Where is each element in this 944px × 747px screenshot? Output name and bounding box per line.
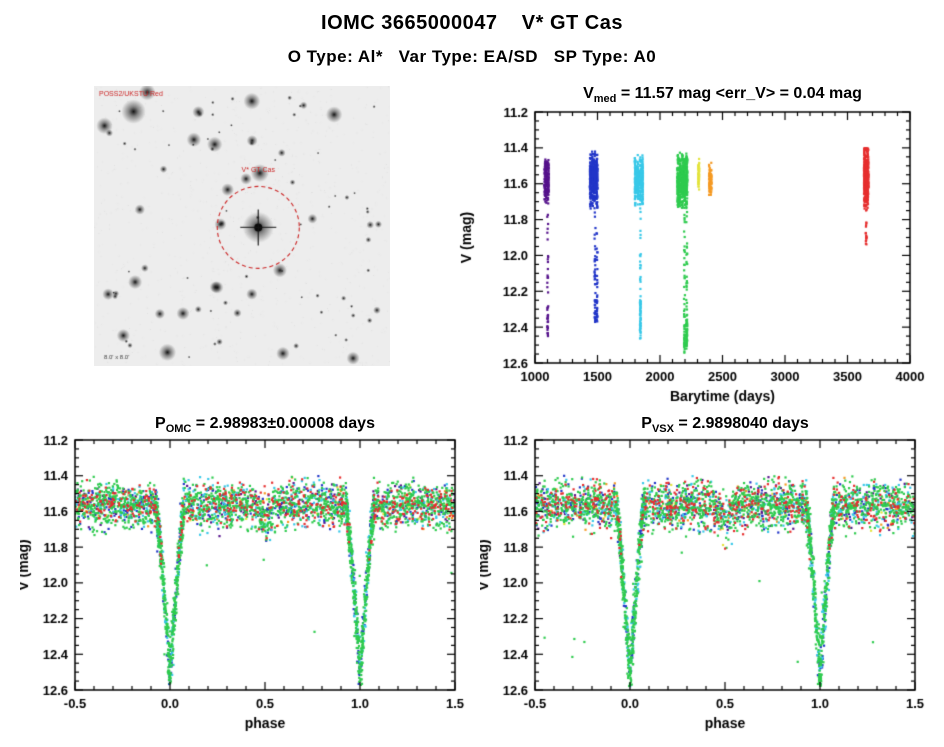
page-title: IOMC 3665000047 V* GT Cas xyxy=(321,12,623,34)
phase-omc-canvas xyxy=(20,410,485,740)
phase-vsx-canvas xyxy=(480,410,944,740)
plot-title-part: V xyxy=(583,85,594,102)
plot-title-part: P xyxy=(155,415,166,432)
plot-title-part: P xyxy=(641,415,652,432)
plot-title-part: VSX xyxy=(651,423,674,435)
plot-title-part: med xyxy=(593,93,617,105)
phase-vsx-title: PVSX = 2.9898040 days xyxy=(535,415,915,435)
page-subtitle: O Type: Al* Var Type: EA/SD SP Type: A0 xyxy=(287,47,657,66)
plot-title-part: = 11.57 mag <err_V> = 0.04 mag xyxy=(616,85,862,102)
plot-title-part: = 2.9898040 days xyxy=(673,415,809,432)
finder-chart-image xyxy=(94,86,390,366)
time-lightcurve-canvas xyxy=(455,82,940,417)
phase-omc-title: POMC = 2.98983±0.00008 days xyxy=(75,415,455,435)
time-plot-title: Vmed = 11.57 mag <err_V> = 0.04 mag xyxy=(535,85,910,105)
plot-title-part: = 2.98983±0.00008 days xyxy=(191,415,375,432)
plot-title-part: OMC xyxy=(165,423,192,435)
